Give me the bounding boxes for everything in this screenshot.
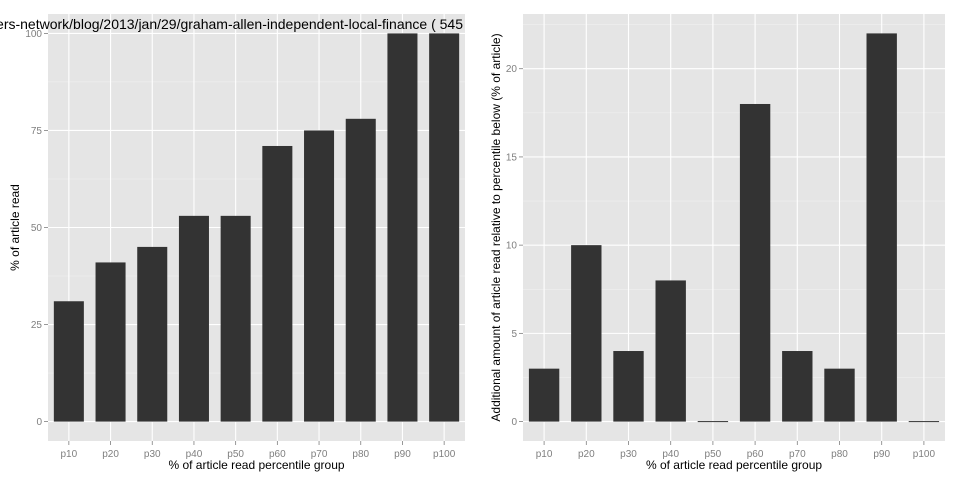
y-tick-label: 15 bbox=[506, 152, 518, 163]
x-tick-label: p20 bbox=[578, 449, 595, 460]
x-tick-label: p90 bbox=[394, 449, 411, 460]
bar-p50 bbox=[220, 215, 251, 422]
bar-p40 bbox=[178, 215, 209, 422]
x-tick-label: p100 bbox=[913, 449, 936, 460]
x-tick-label: p30 bbox=[620, 449, 637, 460]
x-tick-label: p40 bbox=[186, 449, 203, 460]
y-tick-label: 0 bbox=[511, 417, 517, 428]
bar-p90 bbox=[866, 33, 897, 422]
y-tick-label: 100 bbox=[25, 29, 42, 40]
bar-p30 bbox=[137, 246, 168, 422]
bar-p10 bbox=[53, 301, 84, 422]
x-axis-title: % of article read percentile group bbox=[168, 458, 344, 472]
x-tick-label: p70 bbox=[311, 449, 328, 460]
bar-p20 bbox=[95, 262, 126, 422]
y-tick-label: 0 bbox=[36, 417, 42, 428]
x-tick-label: p90 bbox=[873, 449, 890, 460]
bar-p60 bbox=[739, 103, 771, 422]
chart-title: ers-network/blog/2013/jan/29/graham-alle… bbox=[0, 16, 463, 32]
x-tick-label: p80 bbox=[831, 449, 848, 460]
y-tick-label: 75 bbox=[31, 126, 43, 137]
y-tick-label: 25 bbox=[31, 320, 43, 331]
y-axis-title: % of article read bbox=[8, 184, 22, 271]
y-axis-title: Additional amount of article read relati… bbox=[489, 33, 503, 421]
left-chart: 0 25 50 75 100 p10 p20 p30 p40 p50 p60 p70 p80 p90 p10… bbox=[0, 14, 465, 472]
bar-p80 bbox=[824, 368, 855, 422]
x-tick-label: p70 bbox=[789, 449, 806, 460]
x-tick-label: p100 bbox=[433, 449, 456, 460]
bar-p10 bbox=[528, 368, 560, 422]
bar-p80 bbox=[345, 118, 376, 422]
bar-p60 bbox=[262, 145, 293, 422]
bar-p100 bbox=[429, 33, 460, 422]
y-tick-label: 50 bbox=[31, 223, 43, 234]
x-axis-title: % of article read percentile group bbox=[646, 458, 822, 472]
x-tick-label: p20 bbox=[102, 449, 119, 460]
x-tick-label: p40 bbox=[662, 449, 679, 460]
x-tick-label: p50 bbox=[705, 449, 722, 460]
x-tick-label: p30 bbox=[144, 449, 161, 460]
y-tick-label: 10 bbox=[506, 241, 518, 252]
y-tick-label: 5 bbox=[511, 329, 517, 340]
x-tick-label: p10 bbox=[536, 449, 553, 460]
bar-p70 bbox=[782, 351, 813, 422]
x-tick-label: p60 bbox=[747, 449, 764, 460]
bar-p40 bbox=[655, 280, 686, 422]
bar-p30 bbox=[613, 351, 644, 422]
bar-p50 bbox=[697, 421, 729, 423]
bar-p70 bbox=[304, 130, 335, 422]
x-tick-label: p10 bbox=[61, 449, 78, 460]
x-tick-label: p80 bbox=[352, 449, 369, 460]
bar-p100 bbox=[908, 421, 940, 423]
x-tick-label: p50 bbox=[227, 449, 244, 460]
bar-p20 bbox=[571, 245, 602, 422]
y-tick-label: 20 bbox=[506, 64, 518, 75]
bar-p90 bbox=[387, 33, 418, 422]
right-chart: 0 5 10 15 20 p10 p20 p30 p40 p50 p60 p70 p80 p90 p100%… bbox=[489, 14, 945, 472]
x-tick-label: p60 bbox=[269, 449, 286, 460]
